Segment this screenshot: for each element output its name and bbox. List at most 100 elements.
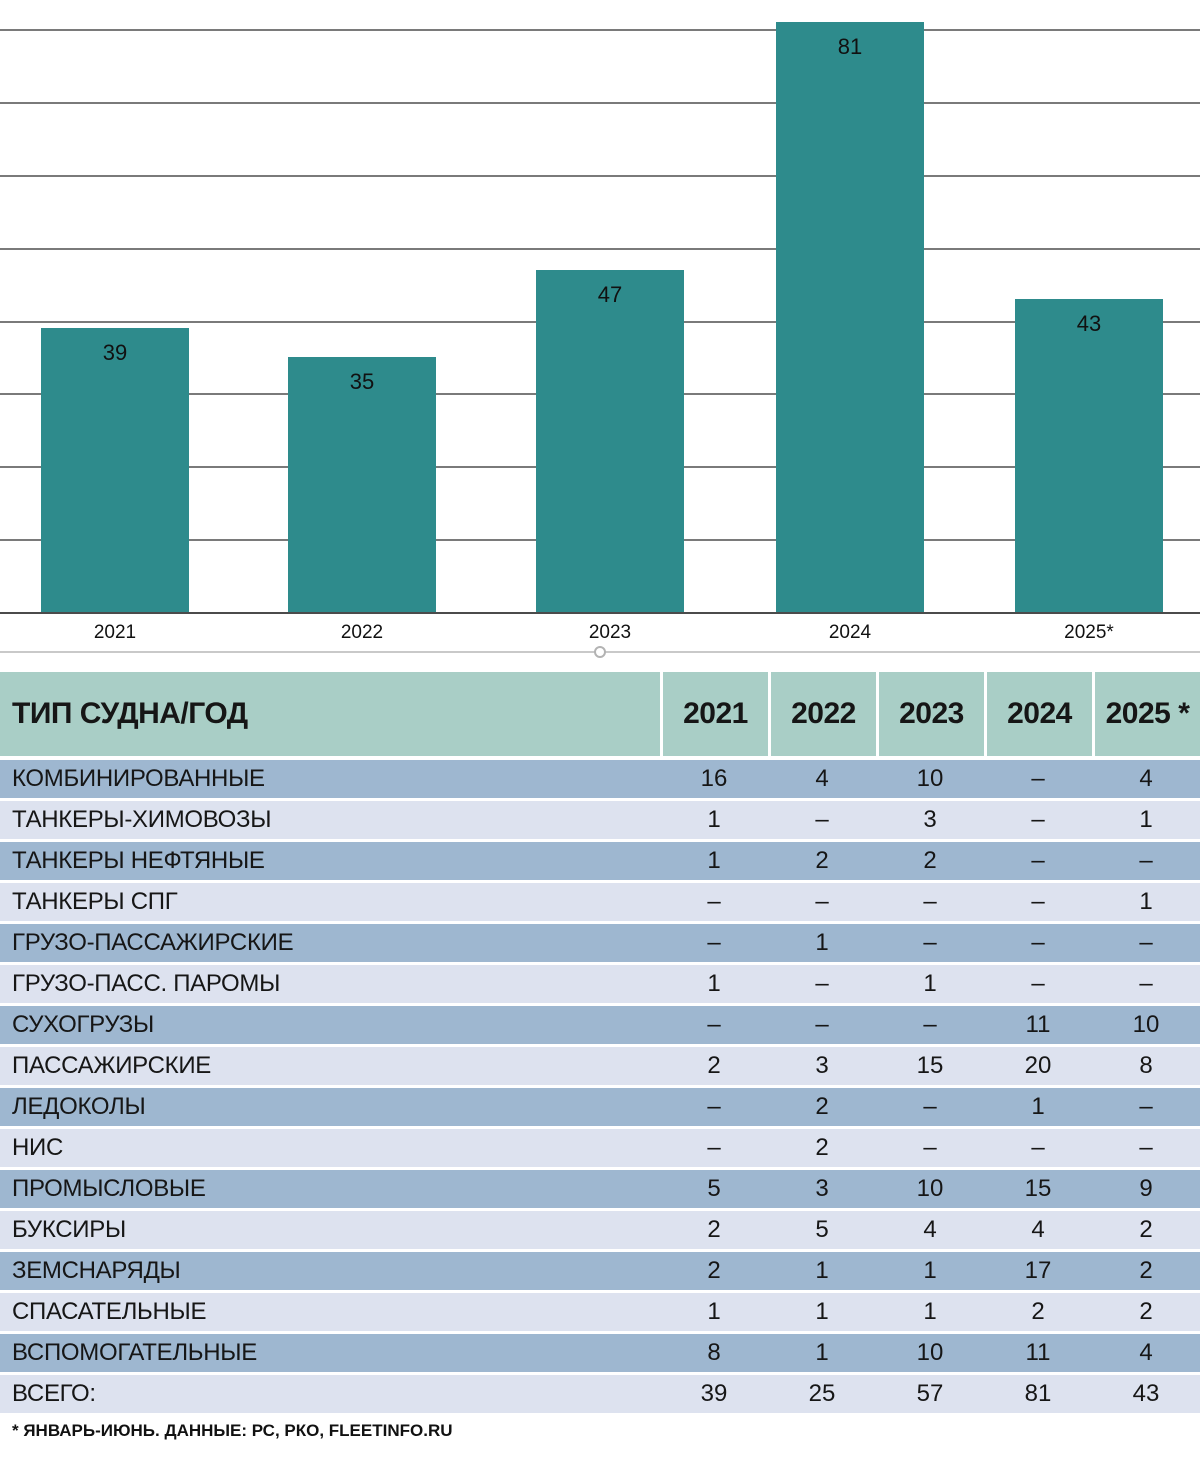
cell-value: 10	[916, 765, 944, 792]
row-label: СПАСАТЕЛЬНЫЕ	[12, 1298, 207, 1325]
table-row: ВСПОМОГАТЕЛЬНЫЕ 8 1 10 11 4	[0, 1334, 1200, 1372]
row-label: ПРОМЫСЛОВЫЕ	[12, 1175, 206, 1202]
slider-handle-icon[interactable]	[594, 646, 606, 658]
bar-value-label: 35	[349, 369, 375, 394]
cell-value: 2	[815, 847, 829, 874]
cell-value: 2	[1139, 1216, 1153, 1243]
cell-value: 2	[923, 847, 937, 874]
cell-value: –	[923, 1134, 937, 1161]
row-values: – 2 – 1 –	[660, 1088, 1200, 1126]
row-label: БУКСИРЫ	[12, 1216, 126, 1243]
cell-value: 4	[1031, 1216, 1045, 1243]
row-label: ПАССАЖИРСКИЕ	[12, 1052, 211, 1079]
year-column-header: 2023	[876, 672, 984, 756]
row-label: ЛЕДОКОЛЫ	[12, 1093, 146, 1120]
cell-value: 8	[1139, 1052, 1153, 1079]
row-label: ТАНКЕРЫ СПГ	[12, 888, 178, 915]
cell-value: –	[707, 888, 721, 915]
row-values: 1 – 3 – 1	[660, 801, 1200, 839]
row-values: 8 1 10 11 4	[660, 1334, 1200, 1372]
deliveries-bar-chart: 39 35 47 81 43	[0, 0, 1200, 612]
row-label: ВСЕГО:	[12, 1380, 96, 1407]
cell-value: –	[707, 1093, 721, 1120]
table-row: ЗЕМСНАРЯДЫ 2 1 1 17 2	[0, 1252, 1200, 1290]
cell-value: 10	[1132, 1011, 1160, 1038]
table-header-row: ТИП СУДНА/ГОД 2021 2022 2023 2024 2025 *	[0, 672, 1200, 756]
cell-value: 3	[815, 1052, 829, 1079]
cell-value: 2	[1139, 1257, 1153, 1284]
row-values: 5 3 10 15 9	[660, 1170, 1200, 1208]
cell-value: 17	[1024, 1257, 1052, 1284]
row-values: 39 25 57 81 43	[660, 1375, 1200, 1413]
cell-value: –	[1139, 929, 1153, 956]
cell-value: –	[707, 1011, 721, 1038]
table-row: КОМБИНИРОВАННЫЕ 16 4 10 – 4	[0, 760, 1200, 798]
table-row: СПАСАТЕЛЬНЫЕ 1 1 1 2 2	[0, 1293, 1200, 1331]
cell-value: –	[815, 970, 829, 997]
cell-value: 1	[1139, 888, 1153, 915]
cell-value: 8	[707, 1339, 721, 1366]
row-label: ВСПОМОГАТЕЛЬНЫЕ	[12, 1339, 257, 1366]
table-row: ПАССАЖИРСКИЕ 2 3 15 20 8	[0, 1047, 1200, 1085]
cell-value: 2	[707, 1216, 721, 1243]
cell-value: 1	[815, 1257, 829, 1284]
cell-value: 4	[1139, 1339, 1153, 1366]
cell-value: 2	[707, 1052, 721, 1079]
row-label: ТАНКЕРЫ-ХИМОВОЗЫ	[12, 806, 272, 833]
table-row: ТАНКЕРЫ СПГ – – – – 1	[0, 883, 1200, 921]
cell-value: –	[1031, 806, 1045, 833]
cell-value: 15	[1024, 1175, 1052, 1202]
x-axis-label-2023: 2023	[588, 622, 632, 643]
bar-2024: 81	[776, 22, 924, 612]
row-values: – – – 11 10	[660, 1006, 1200, 1044]
cell-value: 3	[923, 806, 937, 833]
year-column-header: 2022	[768, 672, 876, 756]
table-row: СУХОГРУЗЫ – – – 11 10	[0, 1006, 1200, 1044]
cell-value: 43	[1132, 1380, 1160, 1407]
row-values: – – – – 1	[660, 883, 1200, 921]
gridline-80	[0, 29, 1200, 32]
cell-value: 1	[923, 1298, 937, 1325]
row-values: – 2 – – –	[660, 1129, 1200, 1167]
row-label: КОМБИНИРОВАННЫЕ	[12, 765, 265, 792]
x-axis-label-2024: 2024	[828, 622, 872, 643]
cell-value: 1	[707, 806, 721, 833]
bar-2025*: 43	[1015, 299, 1163, 612]
cell-value: 20	[1024, 1052, 1052, 1079]
cell-value: –	[923, 1093, 937, 1120]
cell-value: –	[1031, 929, 1045, 956]
bar-2021: 39	[41, 328, 189, 612]
cell-value: 10	[916, 1339, 944, 1366]
cell-value: 2	[707, 1257, 721, 1284]
cell-value: 1	[707, 970, 721, 997]
year-column-header: 2025 *	[1092, 672, 1200, 756]
table-row: ТАНКЕРЫ-ХИМОВОЗЫ 1 – 3 – 1	[0, 801, 1200, 839]
cell-value: –	[1031, 888, 1045, 915]
cell-value: –	[923, 1011, 937, 1038]
gridline-50	[0, 247, 1200, 250]
row-values: 1 – 1 – –	[660, 965, 1200, 1003]
table-body: КОМБИНИРОВАННЫЕ 16 4 10–4 ТАНКЕРЫ-ХИМОВОЗЫ 1–…	[0, 756, 1200, 1413]
x-axis-label-2022: 2022	[340, 622, 384, 643]
chart-table-divider	[0, 646, 1200, 658]
cell-value: –	[1031, 847, 1045, 874]
gridline-70	[0, 102, 1200, 104]
cell-value: 1	[1031, 1093, 1045, 1120]
table-row: ГРУЗО-ПАССАЖИРСКИЕ – 1 – – –	[0, 924, 1200, 962]
table-row: ЛЕДОКОЛЫ – 2 – 1 –	[0, 1088, 1200, 1126]
table-row: НИС – 2 – – –	[0, 1129, 1200, 1167]
row-label: ГРУЗО-ПАССАЖИРСКИЕ	[12, 929, 294, 956]
row-label: НИС	[12, 1134, 64, 1161]
x-axis-label-2025*: 2025*	[1064, 622, 1114, 643]
cell-value: –	[815, 1011, 829, 1038]
x-axis-label-2021: 2021	[93, 622, 137, 643]
row-values: 16 4 10 – 4	[660, 760, 1200, 798]
cell-value: 1	[1139, 806, 1153, 833]
cell-value: 1	[815, 1298, 829, 1325]
cell-value: –	[707, 1134, 721, 1161]
row-label: ТАНКЕРЫ НЕФТЯНЫЕ	[12, 847, 265, 874]
cell-value: –	[1031, 765, 1045, 792]
year-column-header: 2021	[660, 672, 768, 756]
footnote: * ЯНВАРЬ-ИЮНЬ. ДАННЫЕ: РС, РКО, FLEETINF…	[12, 1421, 453, 1440]
